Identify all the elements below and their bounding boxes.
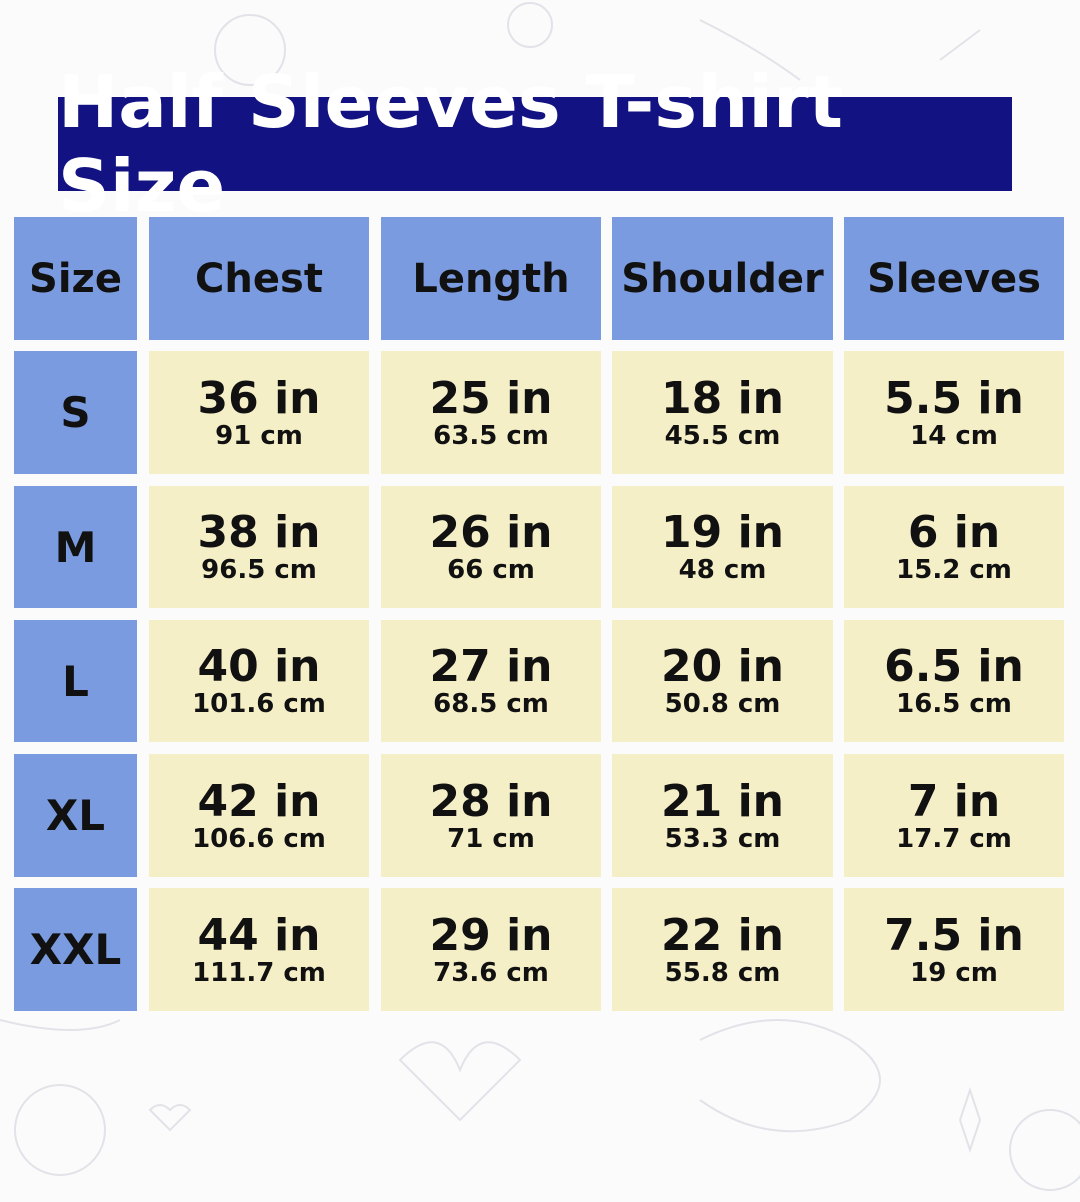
cm-value: 55.8 cm xyxy=(664,957,781,988)
inches-value: 20 in xyxy=(661,641,784,692)
cm-value: 14 cm xyxy=(910,420,998,451)
inches-value: 6.5 in xyxy=(884,641,1024,692)
size-label: XXL xyxy=(14,888,137,1011)
cm-value: 96.5 cm xyxy=(201,555,317,585)
cm-value: 45.5 cm xyxy=(664,420,781,451)
inches-value: 38 in xyxy=(197,507,321,558)
inches-value: 28 in xyxy=(429,775,553,827)
measurement-cell: 20 in 50.8 cm xyxy=(612,620,833,742)
cm-value: 19 cm xyxy=(910,957,998,988)
size-label: S xyxy=(14,351,137,474)
measurement-cell: 7 in 17.7 cm xyxy=(844,754,1064,877)
header-chest: Chest xyxy=(149,217,369,340)
inches-value: 27 in xyxy=(429,641,553,692)
inches-value: 42 in xyxy=(197,775,321,827)
inches-value: 21 in xyxy=(661,775,784,827)
inches-value: 7.5 in xyxy=(884,909,1024,961)
inches-value: 29 in xyxy=(429,909,553,961)
measurement-cell: 22 in 55.8 cm xyxy=(612,888,833,1011)
cm-value: 91 cm xyxy=(215,420,303,451)
measurement-cell: 6.5 in 16.5 cm xyxy=(844,620,1064,742)
cm-value: 16.5 cm xyxy=(896,689,1012,719)
inches-value: 5.5 in xyxy=(884,372,1024,424)
inches-value: 18 in xyxy=(661,372,784,424)
measurement-cell: 6 in 15.2 cm xyxy=(844,486,1064,608)
inches-value: 19 in xyxy=(661,507,784,558)
measurement-cell: 42 in 106.6 cm xyxy=(149,754,369,877)
measurement-cell: 25 in 63.5 cm xyxy=(381,351,601,474)
cm-value: 48 cm xyxy=(678,555,767,585)
size-label: XL xyxy=(14,754,137,877)
cm-value: 15.2 cm xyxy=(896,555,1012,585)
measurement-cell: 40 in 101.6 cm xyxy=(149,620,369,742)
measurement-cell: 27 in 68.5 cm xyxy=(381,620,601,742)
cm-value: 66 cm xyxy=(447,555,535,585)
measurement-cell: 18 in 45.5 cm xyxy=(612,351,833,474)
inches-value: 36 in xyxy=(197,372,321,424)
measurement-cell: 44 in 111.7 cm xyxy=(149,888,369,1011)
header-shoulder: Shoulder xyxy=(612,217,833,340)
cm-value: 106.6 cm xyxy=(192,823,326,854)
inches-value: 7 in xyxy=(907,775,1001,827)
inches-value: 26 in xyxy=(429,507,553,558)
size-label: M xyxy=(14,486,137,608)
cm-value: 71 cm xyxy=(447,823,535,854)
cm-value: 53.3 cm xyxy=(664,823,781,854)
cm-value: 63.5 cm xyxy=(433,420,549,451)
measurement-cell: 38 in 96.5 cm xyxy=(149,486,369,608)
header-size: Size xyxy=(14,217,137,340)
cm-value: 101.6 cm xyxy=(192,689,326,719)
measurement-cell: 29 in 73.6 cm xyxy=(381,888,601,1011)
cm-value: 17.7 cm xyxy=(896,823,1012,854)
cm-value: 111.7 cm xyxy=(192,957,326,988)
measurement-cell: 21 in 53.3 cm xyxy=(612,754,833,877)
measurement-cell: 19 in 48 cm xyxy=(612,486,833,608)
header-length: Length xyxy=(381,217,601,340)
measurement-cell: 26 in 66 cm xyxy=(381,486,601,608)
cm-value: 68.5 cm xyxy=(433,689,549,719)
cm-value: 73.6 cm xyxy=(433,957,549,988)
measurement-cell: 28 in 71 cm xyxy=(381,754,601,877)
measurement-cell: 5.5 in 14 cm xyxy=(844,351,1064,474)
measurement-cell: 36 in 91 cm xyxy=(149,351,369,474)
inches-value: 25 in xyxy=(429,372,553,424)
measurement-cell: 7.5 in 19 cm xyxy=(844,888,1064,1011)
cm-value: 50.8 cm xyxy=(664,689,781,719)
header-sleeves: Sleeves xyxy=(844,217,1064,340)
size-label: L xyxy=(14,620,137,742)
inches-value: 44 in xyxy=(197,909,321,961)
inches-value: 40 in xyxy=(197,641,321,692)
inches-value: 6 in xyxy=(907,507,1001,558)
page-title: Half Sleeves T-shirt Size xyxy=(58,60,1012,228)
inches-value: 22 in xyxy=(661,909,784,961)
